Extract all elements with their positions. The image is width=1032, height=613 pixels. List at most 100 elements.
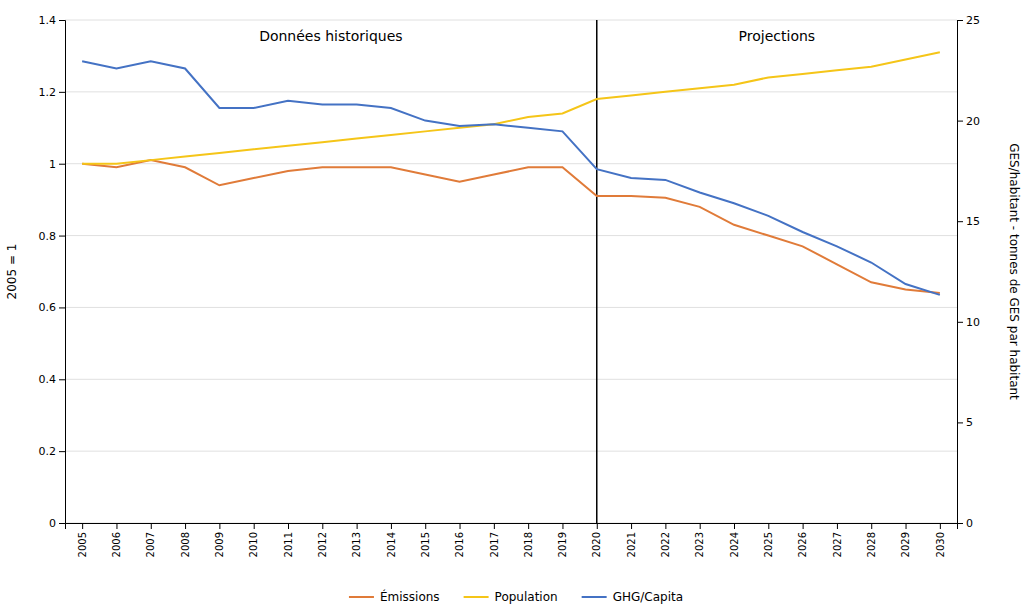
tick-label: 25 — [966, 14, 980, 27]
tick-mark — [957, 523, 963, 524]
tick-mark — [837, 523, 838, 529]
tick-label: 2018 — [523, 532, 534, 557]
tick-mark — [631, 523, 632, 529]
legend-label: Population — [495, 590, 558, 604]
tick-label: 1.2 — [39, 86, 57, 99]
tick-label: 0.8 — [39, 230, 57, 243]
tick-mark — [185, 523, 186, 529]
annotation: Données historiques — [259, 28, 403, 44]
tick-label: 2011 — [283, 532, 294, 557]
tick-label: 0.4 — [39, 373, 57, 386]
tick-label: 2013 — [351, 532, 362, 557]
tick: 2023 — [694, 523, 705, 557]
tick-mark — [59, 164, 65, 165]
legend-item: Population — [464, 590, 558, 604]
tick: 0 — [49, 517, 65, 530]
tick-label: 2008 — [180, 532, 191, 557]
series-line — [82, 52, 940, 163]
tick: 2012 — [317, 523, 328, 557]
tick-label: 2021 — [626, 532, 637, 557]
tick: 2007 — [145, 523, 156, 557]
tick-label: 0 — [966, 517, 973, 530]
tick-label: 2024 — [729, 532, 740, 557]
tick-mark — [59, 20, 65, 21]
grid-line — [65, 451, 957, 452]
marks — [82, 20, 940, 523]
series-line — [82, 160, 940, 293]
y-axis-title: 2005 = 1 — [5, 244, 19, 300]
tick-label: 0 — [49, 517, 56, 530]
tick: 2005 — [77, 523, 88, 557]
tick-mark — [957, 322, 963, 323]
tick-label: 2014 — [386, 532, 397, 557]
tick-label: 1.4 — [39, 14, 57, 27]
tick: 2021 — [626, 523, 637, 557]
tick: 2026 — [797, 523, 808, 557]
legend-swatch — [464, 596, 489, 598]
tick: 2010 — [248, 523, 259, 557]
tick-label: 20 — [966, 115, 980, 128]
tick-mark — [59, 236, 65, 237]
grid — [65, 20, 957, 523]
tick-label: 2028 — [866, 532, 877, 557]
tick-label: 2010 — [248, 532, 259, 557]
tick-label: 2007 — [145, 532, 156, 557]
tick: 5 — [957, 416, 973, 429]
tick-mark — [700, 523, 701, 529]
grid-line — [65, 379, 957, 380]
tick-label: 2017 — [489, 532, 500, 557]
tick: 2006 — [111, 523, 122, 557]
tick: 2011 — [283, 523, 294, 557]
tick-label: 0.2 — [39, 445, 57, 458]
tick: 1.4 — [39, 14, 66, 27]
annotation: Projections — [739, 28, 816, 44]
tick-mark — [288, 523, 289, 529]
tick-label: 2030 — [935, 532, 946, 557]
tick: 1 — [49, 158, 65, 171]
tick-mark — [528, 523, 529, 529]
tick-mark — [357, 523, 358, 529]
tick: 0.2 — [39, 445, 66, 458]
x-axis: 2005200620072008200920102011201220132014… — [66, 523, 958, 557]
legend: ÉmissionsPopulationGHG/Capita — [349, 589, 683, 604]
axis-line — [59, 21, 66, 524]
tick-mark — [151, 523, 152, 529]
tick-mark — [82, 523, 83, 529]
tick: 2015 — [420, 523, 431, 557]
tick-label: 2015 — [420, 532, 431, 557]
separator-line — [596, 20, 598, 523]
tick: 2017 — [489, 523, 500, 557]
plot-area: 2005200620072008200920102011201220132014… — [5, 14, 1021, 557]
tick-mark — [734, 523, 735, 529]
tick: 2028 — [866, 523, 877, 557]
tick-label: 2022 — [660, 532, 671, 557]
tick-label: 15 — [966, 215, 980, 228]
tick: 0.4 — [39, 373, 66, 386]
tick: 25 — [957, 14, 980, 27]
tick-mark — [906, 523, 907, 529]
tick-label: 2019 — [557, 532, 568, 557]
y-axis: 0 0.2 0.4 0.6 0.8 1 1.2 1.4 — [39, 14, 66, 530]
tick-label: 2029 — [900, 532, 911, 557]
tick-mark — [116, 523, 117, 529]
tick-label: 0.6 — [39, 301, 57, 314]
tick: 2014 — [386, 523, 397, 557]
tick-label: 10 — [966, 316, 980, 329]
tick: 1.2 — [39, 86, 66, 99]
legend-label: GHG/Capita — [613, 590, 683, 604]
tick-mark — [940, 523, 941, 529]
tick: 2024 — [729, 523, 740, 557]
tick-mark — [322, 523, 323, 529]
tick-mark — [391, 523, 392, 529]
tick: 20 — [957, 115, 980, 128]
series-line — [82, 61, 940, 295]
chart: 2005200620072008200920102011201220132014… — [0, 0, 1032, 613]
y2-axis: 0 5 10 15 20 25 — [957, 14, 980, 530]
tick: 0.6 — [39, 301, 66, 314]
tick-label: 1 — [49, 158, 56, 171]
tick-mark — [494, 523, 495, 529]
tick: 2025 — [763, 523, 774, 557]
tick-mark — [957, 221, 963, 222]
axis-line — [958, 21, 964, 524]
tick-label: 2012 — [317, 532, 328, 557]
